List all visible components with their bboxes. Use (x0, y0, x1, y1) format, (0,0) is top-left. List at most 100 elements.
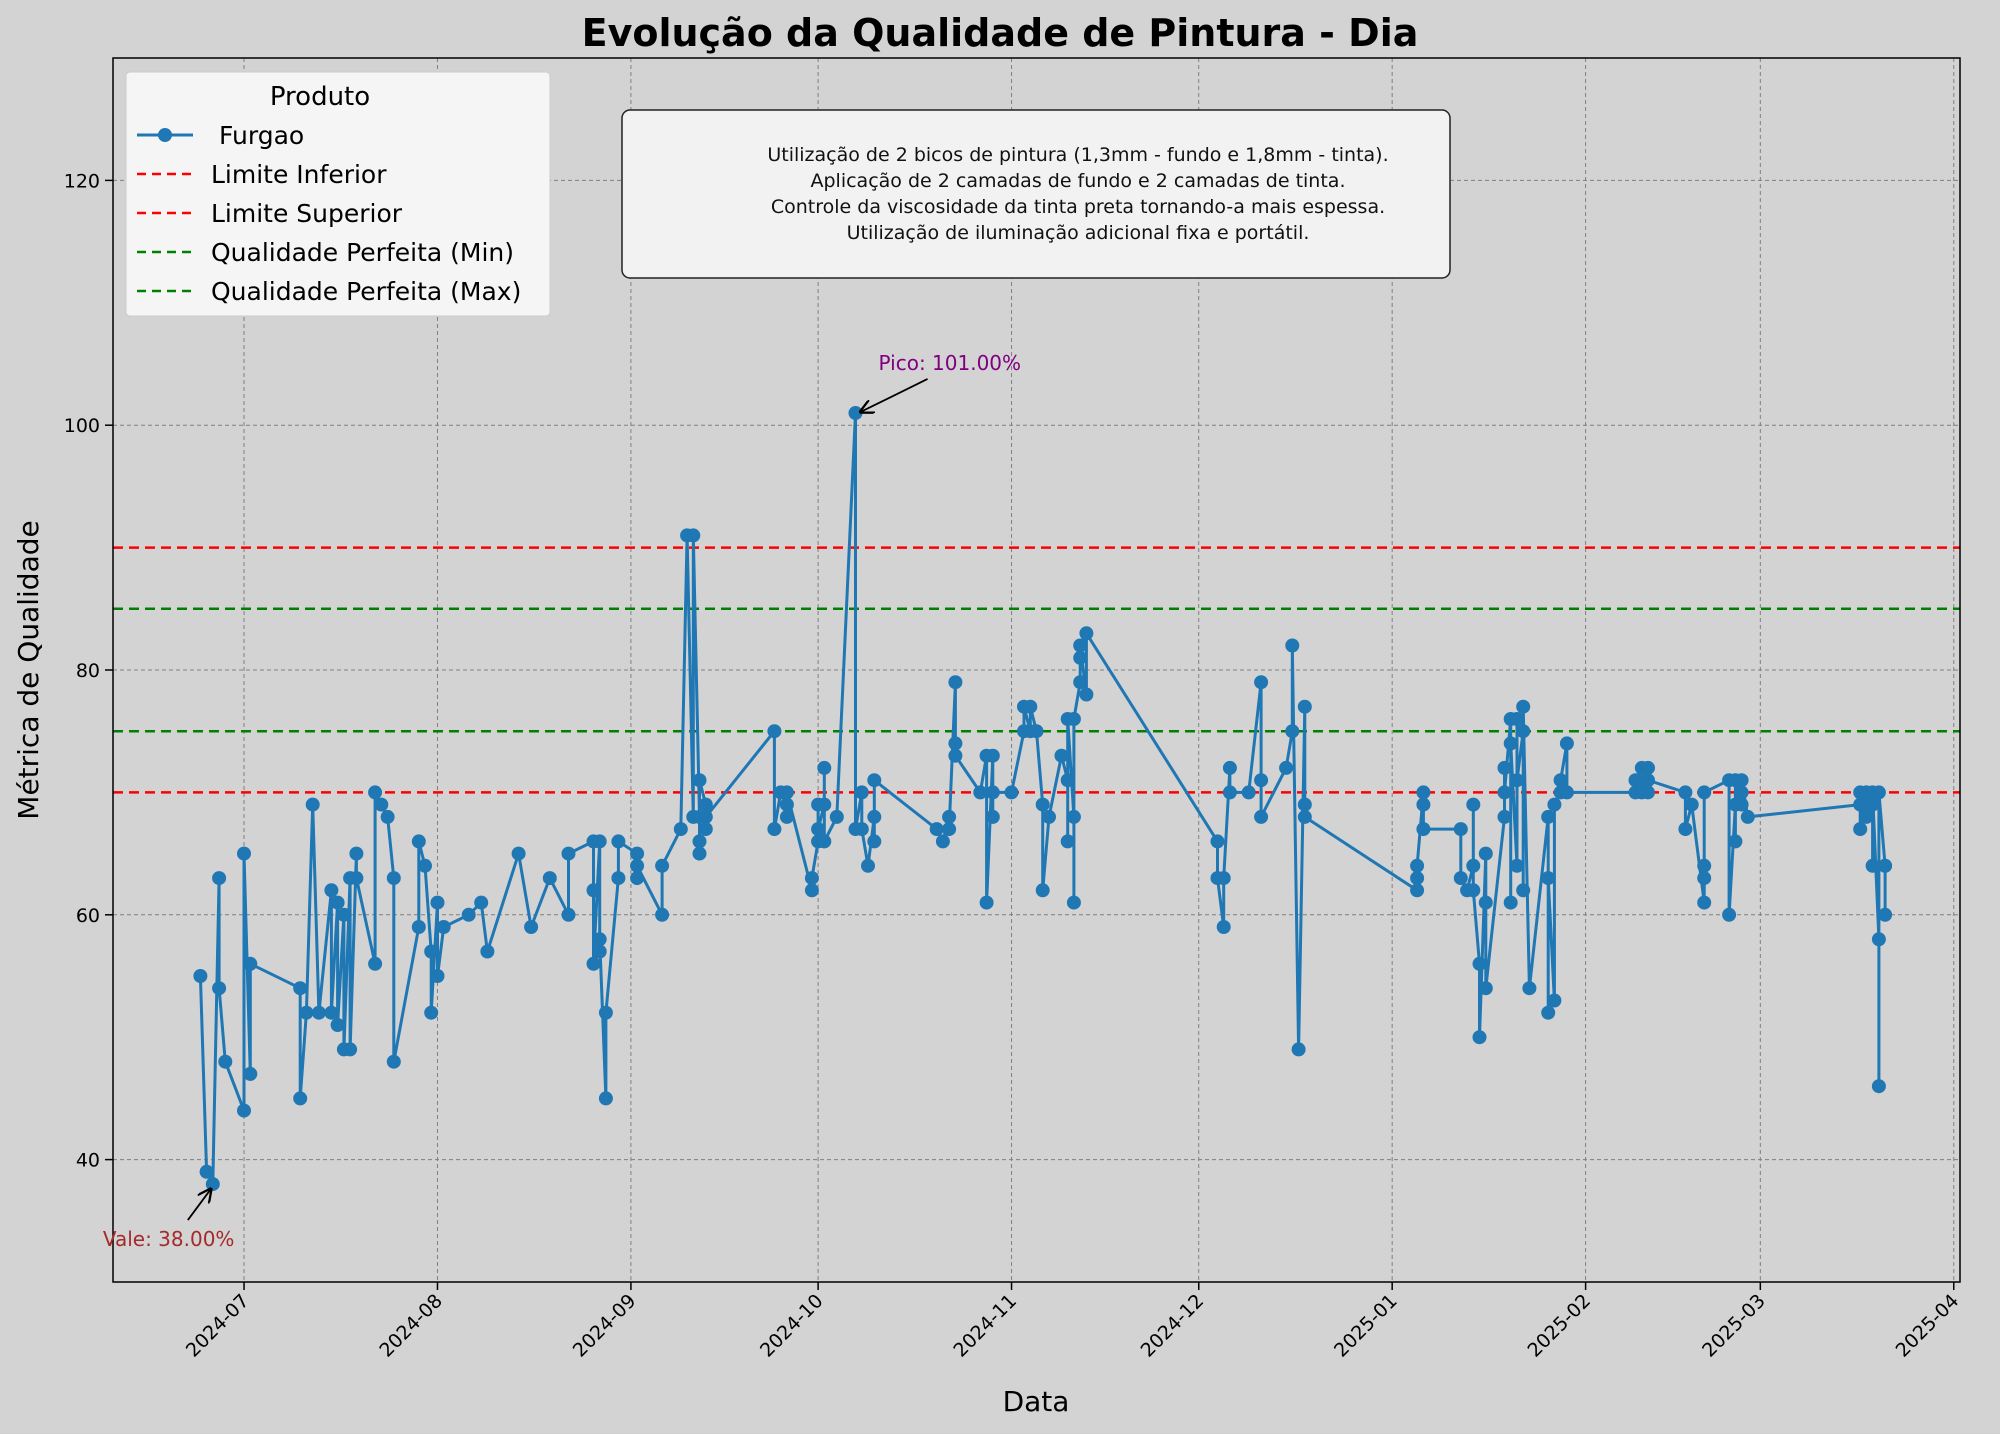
data-point (1029, 724, 1044, 739)
data-point (1285, 638, 1300, 653)
data-point (1497, 809, 1512, 824)
data-point (1416, 822, 1431, 837)
data-point (1641, 760, 1655, 775)
data-point (942, 822, 957, 837)
peak-arrow (861, 378, 928, 412)
data-point (1522, 981, 1537, 996)
data-point (1740, 809, 1755, 824)
data-point (985, 748, 1000, 763)
data-point (1684, 797, 1699, 812)
data-point (1559, 736, 1574, 751)
note-box-frame (621, 109, 1451, 279)
note-line: Controle da viscosidade da tinta preta t… (771, 196, 1385, 218)
data-point (1004, 785, 1019, 800)
data-point (1291, 1042, 1306, 1057)
data-point (1547, 993, 1562, 1008)
data-point (630, 871, 645, 886)
data-point (698, 822, 713, 837)
data-point (1478, 846, 1493, 861)
data-point (973, 785, 988, 800)
data-point (1472, 1030, 1487, 1045)
data-point (380, 809, 395, 824)
data-point (1722, 907, 1737, 922)
data-point (867, 834, 882, 849)
data-point (424, 1005, 439, 1020)
data-point (1254, 809, 1269, 824)
data-point (592, 932, 607, 947)
data-point (436, 920, 451, 934)
data-point (1641, 773, 1655, 788)
data-point (1035, 883, 1050, 898)
data-point (212, 871, 227, 886)
data-point (948, 736, 963, 751)
data-point (1073, 638, 1088, 653)
data-point (418, 858, 432, 873)
data-point (1853, 797, 1868, 812)
data-point (1541, 809, 1556, 824)
legend-label-qualidade-max: Qualidade Perfeita (Max) (211, 277, 521, 306)
data-point (948, 748, 963, 763)
data-point (817, 834, 832, 849)
series-layer (193, 406, 1893, 1192)
data-point (1066, 712, 1081, 726)
y-tick-label: 40 (76, 1150, 100, 1172)
data-point (1734, 785, 1749, 800)
data-point (1410, 883, 1425, 898)
data-point (193, 969, 208, 983)
data-point (1466, 883, 1481, 898)
data-point (524, 920, 539, 934)
data-point (424, 944, 439, 959)
data-point (336, 907, 351, 922)
data-point (1734, 773, 1749, 788)
note-line: Aplicação de 2 camadas de fundo e 2 cama… (811, 170, 1346, 192)
data-point (867, 809, 882, 824)
data-point (1678, 822, 1693, 837)
data-point (779, 785, 794, 800)
y-axis: 40 60 80 100 120 (64, 170, 113, 1172)
legend-label-furgao: Furgao (219, 121, 304, 150)
data-point (1066, 895, 1081, 910)
legend-title: Produto (270, 82, 370, 112)
data-point (299, 1005, 314, 1020)
data-point (979, 895, 994, 910)
data-point (698, 809, 713, 824)
data-point (817, 760, 832, 775)
data-point (212, 981, 227, 996)
x-tick-label: 2024-07 (182, 1290, 254, 1362)
data-point (1516, 724, 1531, 739)
note-line: Utilização de iluminação adicional fixa … (847, 222, 1310, 244)
data-point (1297, 809, 1312, 824)
data-point (1697, 895, 1712, 910)
data-point (592, 834, 607, 849)
data-point (1641, 785, 1655, 800)
data-point (237, 846, 251, 861)
data-point (985, 809, 1000, 824)
data-point (1697, 785, 1712, 800)
legend-marker-furgao (158, 128, 172, 142)
data-point (1865, 858, 1880, 873)
y-tick-label: 120 (64, 170, 100, 192)
data-point (511, 846, 526, 861)
x-tick-label: 2025-01 (1330, 1290, 1402, 1362)
data-point (1878, 858, 1893, 873)
valley-label: Vale: 38.00% (103, 1227, 235, 1251)
data-point (293, 1091, 308, 1106)
data-point (1553, 773, 1568, 788)
legend-frame (125, 71, 551, 317)
data-point (1241, 785, 1256, 800)
data-point (324, 1005, 339, 1020)
data-point (686, 528, 701, 543)
data-point (1734, 797, 1749, 812)
y-tick-label: 60 (76, 905, 100, 927)
data-point (598, 1091, 613, 1106)
data-point (692, 834, 707, 849)
data-point (1516, 883, 1531, 898)
data-point (630, 858, 645, 873)
note-line: Utilização de 2 bicos de pintura (1,3mm … (767, 144, 1388, 166)
valley-arrow (187, 1189, 211, 1221)
data-point (779, 797, 794, 812)
data-point (611, 871, 626, 886)
data-point (218, 1054, 233, 1069)
x-tick-label: 2024-09 (569, 1290, 641, 1362)
